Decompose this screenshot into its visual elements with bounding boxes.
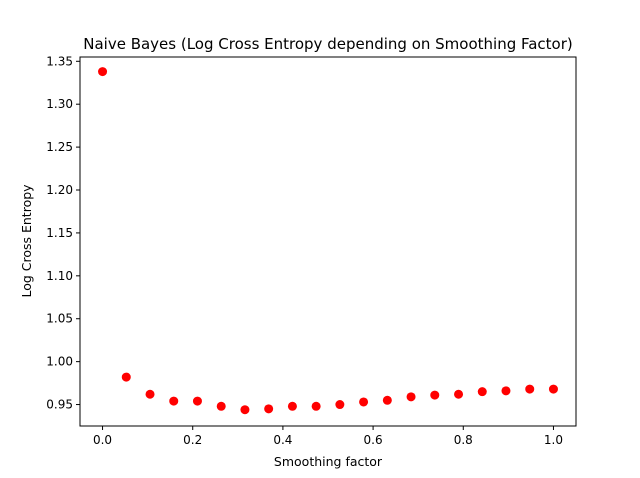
data-point <box>501 386 511 396</box>
y-tick-label: 1.35 <box>46 54 73 68</box>
x-tick-label: 0.8 <box>454 433 473 447</box>
data-point <box>525 384 535 394</box>
y-tick-label: 1.05 <box>46 312 73 326</box>
x-tick-label: 1.0 <box>544 433 563 447</box>
y-tick-label: 1.15 <box>46 226 73 240</box>
data-point <box>287 401 297 411</box>
x-tick-label: 0.0 <box>93 433 112 447</box>
plot-area <box>98 67 558 415</box>
y-tick-label: 1.10 <box>46 269 73 283</box>
y-tick-label: 1.30 <box>46 97 73 111</box>
chart-title: Naive Bayes (Log Cross Entropy depending… <box>83 35 573 53</box>
data-point <box>359 397 369 407</box>
y-tick-label: 0.95 <box>46 398 73 412</box>
data-point <box>216 401 226 411</box>
y-tick-label: 1.25 <box>46 140 73 154</box>
data-point <box>548 384 558 394</box>
x-axis-label: Smoothing factor <box>274 454 383 469</box>
y-tick-label: 1.20 <box>46 183 73 197</box>
x-axis: 0.0 0.2 0.4 0.6 0.8 1.0 <box>93 426 563 447</box>
y-axis: 0.95 1.00 1.05 1.10 1.15 1.20 1.25 1.30 1.35 <box>46 54 80 412</box>
data-point <box>335 400 345 410</box>
data-point <box>121 372 131 382</box>
data-point <box>192 396 202 406</box>
data-point <box>98 67 108 77</box>
x-tick-label: 0.6 <box>364 433 383 447</box>
data-point <box>382 395 392 405</box>
data-point <box>406 392 416 402</box>
y-axis-label: Log Cross Entropy <box>19 184 34 298</box>
x-tick-label: 0.4 <box>273 433 292 447</box>
data-point <box>454 389 464 399</box>
data-point <box>145 389 155 399</box>
data-point <box>477 387 487 397</box>
data-point <box>264 404 274 414</box>
y-tick-label: 1.00 <box>46 355 73 369</box>
plot-frame <box>79 56 577 427</box>
data-point <box>240 405 250 415</box>
data-point <box>430 390 440 400</box>
data-point <box>169 396 179 406</box>
x-tick-label: 0.2 <box>183 433 202 447</box>
data-point <box>311 401 321 411</box>
